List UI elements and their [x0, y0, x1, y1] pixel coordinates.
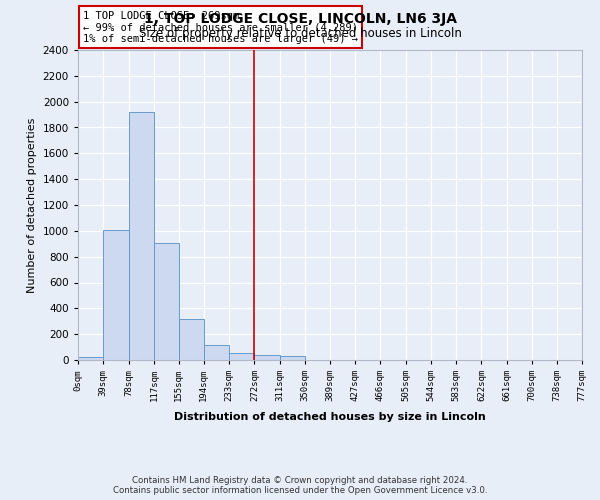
Text: 1, TOP LODGE CLOSE, LINCOLN, LN6 3JA: 1, TOP LODGE CLOSE, LINCOLN, LN6 3JA [143, 12, 457, 26]
Text: Contains public sector information licensed under the Open Government Licence v3: Contains public sector information licen… [113, 486, 487, 495]
Bar [154, 243, 179, 360]
Bar [78, 358, 103, 360]
X-axis label: Distribution of detached houses by size in Lincoln: Distribution of detached houses by size … [174, 412, 486, 422]
Bar [254, 356, 280, 360]
Bar [179, 318, 204, 360]
Bar [103, 230, 128, 360]
Y-axis label: Number of detached properties: Number of detached properties [27, 118, 37, 292]
Text: Contains HM Land Registry data © Crown copyright and database right 2024.: Contains HM Land Registry data © Crown c… [132, 476, 468, 485]
Text: 1 TOP LODGE CLOSE: 269sqm
← 99% of detached houses are smaller (4,289)
1% of sem: 1 TOP LODGE CLOSE: 269sqm ← 99% of detac… [83, 10, 358, 44]
Bar [128, 112, 154, 360]
Bar [280, 356, 305, 360]
Bar [229, 353, 254, 360]
Bar [204, 345, 229, 360]
Text: Size of property relative to detached houses in Lincoln: Size of property relative to detached ho… [139, 28, 461, 40]
